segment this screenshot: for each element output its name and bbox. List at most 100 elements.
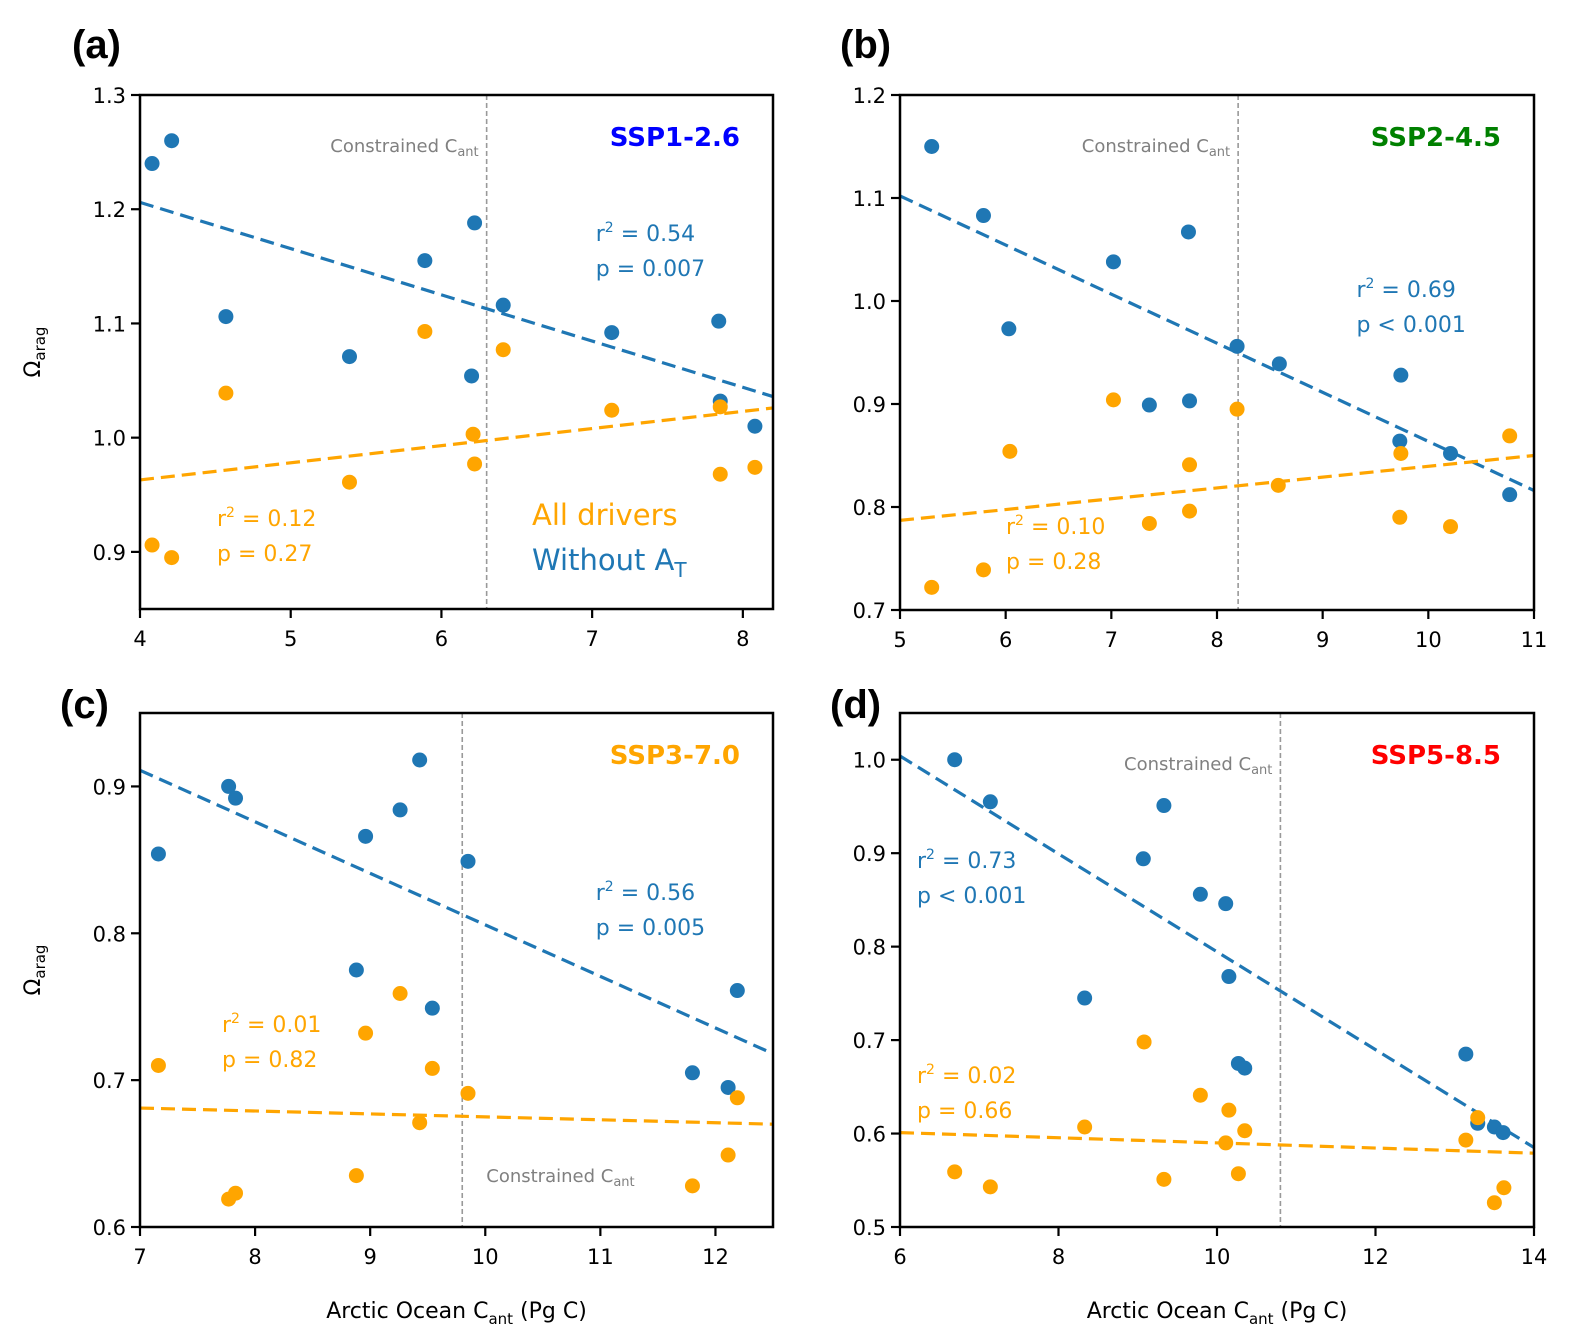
constrained-cant-label: Constrained Cant <box>1082 136 1230 160</box>
data-point <box>464 368 480 384</box>
data-point <box>150 846 166 862</box>
data-point <box>604 402 620 418</box>
data-point <box>1077 1119 1093 1135</box>
data-point <box>1393 367 1409 383</box>
stats-all-drivers: r2 = 0.01 p = 0.82 <box>222 1011 321 1073</box>
x-axis-label: Arctic Ocean Cant (Pg C) <box>326 1299 587 1328</box>
regression-line <box>899 453 1535 522</box>
p-value-label: p = 0.82 <box>222 1048 317 1073</box>
r-squared-label: r2 = 0.01 <box>222 1011 321 1038</box>
r-squared-label: r2 = 0.69 <box>1356 276 1455 303</box>
data-point <box>144 156 160 172</box>
panel-d: (d) Constrained Cant 6 8 10 12 14 0.5 0.6 0.7 0.8 0… <box>830 683 1547 1328</box>
stats-all-drivers: r2 = 0.02 p = 0.66 <box>917 1062 1016 1124</box>
data-point <box>228 790 244 806</box>
data-point <box>467 456 483 472</box>
x-tick-label: 8 <box>1210 628 1223 652</box>
data-point <box>341 474 357 490</box>
data-point <box>747 418 763 434</box>
panel-label: (c) <box>60 683 109 727</box>
constrained-cant-label: Constrained Cant <box>1124 754 1272 778</box>
data-point <box>1218 1135 1234 1151</box>
data-point <box>164 550 180 566</box>
data-point <box>417 253 433 269</box>
data-point <box>1229 338 1245 354</box>
y-tick-label: 0.9 <box>93 775 126 799</box>
data-point <box>221 778 237 794</box>
scenario-title: SSP3-7.0 <box>610 741 740 771</box>
regression-line <box>139 768 774 1056</box>
panel-label: (a) <box>72 23 121 67</box>
regression-line <box>899 1131 1535 1155</box>
data-point <box>1002 443 1018 459</box>
y-tick-label: 0.7 <box>853 599 886 623</box>
data-point <box>1221 969 1237 985</box>
y-tick-label: 0.9 <box>93 541 126 565</box>
y-axis-label: Ωarag <box>21 327 49 378</box>
stats-all-drivers: r2 = 0.12 p = 0.27 <box>217 505 316 567</box>
p-value-label: p < 0.001 <box>917 884 1026 909</box>
x-tick-label: 10 <box>1415 628 1442 652</box>
x-tick-label: 8 <box>736 627 749 651</box>
data-point <box>144 537 160 553</box>
x-axis-label: Arctic Ocean Cant (Pg C) <box>1087 1299 1348 1328</box>
p-value-label: p = 0.28 <box>1006 550 1101 575</box>
data-point <box>1270 477 1286 493</box>
data-point <box>1192 1087 1208 1103</box>
x-tick-label: 4 <box>133 627 146 651</box>
data-point <box>1221 1102 1237 1118</box>
data-point <box>684 1065 700 1081</box>
y-tick-label: 1.1 <box>93 312 126 336</box>
series-without-at <box>139 133 774 434</box>
data-point <box>1230 1166 1246 1182</box>
stats-without-at: r2 = 0.54 p = 0.007 <box>596 220 705 282</box>
data-point <box>712 399 728 415</box>
x-tick-label: 7 <box>585 627 598 651</box>
data-point <box>465 426 481 442</box>
data-point <box>495 297 511 313</box>
x-tick-label: 10 <box>1204 1245 1231 1269</box>
data-point <box>1136 1034 1152 1050</box>
stats-without-at: r2 = 0.69 p < 0.001 <box>1356 276 1465 338</box>
x-tick-label: 6 <box>435 627 448 651</box>
data-point <box>729 1090 745 1106</box>
data-point <box>684 1178 700 1194</box>
y-tick-label: 0.9 <box>853 842 886 866</box>
y-tick-label: 1.2 <box>853 84 886 108</box>
x-tick-label: 7 <box>133 1245 146 1269</box>
data-point <box>1105 392 1121 408</box>
data-point <box>495 342 511 358</box>
data-point <box>1156 798 1172 814</box>
panel-c: (c) Constrained Cant 7 8 9 10 11 12 0.6 0.7 0.8 0.9… <box>21 683 775 1328</box>
data-point <box>711 313 727 329</box>
y-tick-label: 1.1 <box>853 187 886 211</box>
p-value-label: p = 0.005 <box>596 916 705 941</box>
data-point <box>982 1179 998 1195</box>
panel-label: (d) <box>830 683 881 727</box>
data-point <box>218 309 234 325</box>
data-point <box>947 752 963 768</box>
data-point <box>720 1079 736 1095</box>
data-point <box>348 962 364 978</box>
data-point <box>1271 356 1287 372</box>
axes-frame <box>898 711 1536 1229</box>
data-point <box>1182 503 1198 519</box>
y-tick-label: 0.8 <box>93 922 126 946</box>
data-point <box>1141 515 1157 531</box>
stats-without-at: r2 = 0.73 p < 0.001 <box>917 847 1026 909</box>
legend-all-drivers: All drivers <box>532 498 678 532</box>
data-point <box>1443 445 1459 461</box>
p-value-label: p = 0.66 <box>917 1099 1012 1124</box>
legend: All drivers Without AT <box>532 498 687 582</box>
data-point <box>1180 224 1196 240</box>
panel-b: (b) Constrained Cant 5 6 7 8 9 10 11 0.7 0.8 0.9 1.0… <box>840 23 1547 652</box>
data-point <box>1237 1060 1253 1076</box>
x-tick-label: 6 <box>999 628 1012 652</box>
regression-line <box>899 754 1535 1149</box>
data-point <box>467 215 483 231</box>
data-point <box>150 1057 166 1073</box>
data-point <box>358 828 374 844</box>
p-value-label: p = 0.007 <box>596 257 705 282</box>
series-all-drivers <box>139 323 774 566</box>
